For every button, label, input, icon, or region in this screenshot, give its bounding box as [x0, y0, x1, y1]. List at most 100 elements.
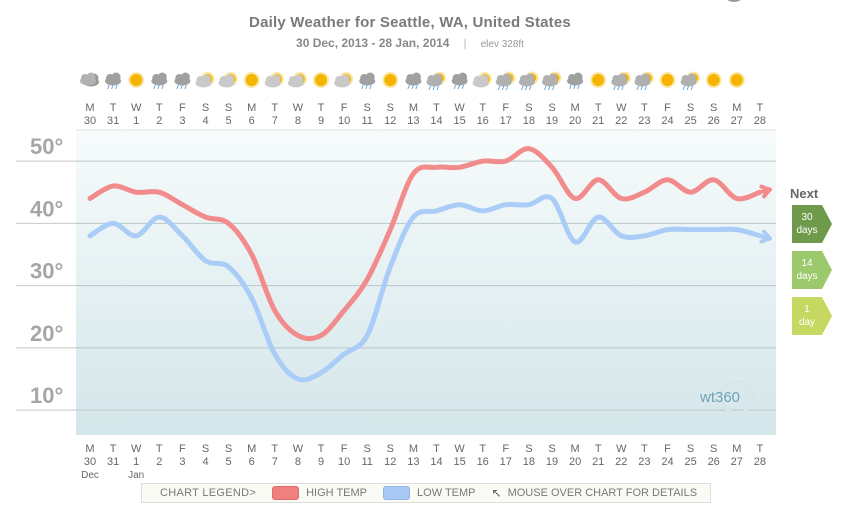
- next-14-days-button[interactable]: 14 days: [792, 251, 832, 289]
- button-unit: days: [796, 271, 818, 282]
- day-label: 9: [318, 115, 324, 127]
- day-label: 30: [84, 115, 96, 127]
- day-label: 23: [638, 456, 650, 468]
- weekday-label: M: [247, 102, 256, 114]
- rain-drop: [577, 84, 580, 90]
- rain-drop: [501, 85, 505, 91]
- day-label: 28: [754, 456, 766, 468]
- button-unit: day: [798, 317, 816, 328]
- cloud-puff: [111, 72, 121, 82]
- weekday-label: S: [710, 102, 717, 114]
- rain-drop: [552, 85, 555, 91]
- rain-drop: [617, 85, 620, 91]
- next-30-days-button[interactable]: 30 days: [792, 205, 832, 243]
- weekday-label: T: [271, 443, 278, 455]
- cloud-puff: [458, 72, 468, 82]
- day-label: 18: [523, 115, 535, 127]
- weekday-label: S: [225, 443, 232, 455]
- weekday-label: S: [525, 443, 532, 455]
- weekday-label: W: [131, 443, 142, 455]
- weekday-label: S: [364, 102, 371, 114]
- day-label: 8: [295, 115, 301, 127]
- day-label: 30: [84, 456, 96, 468]
- day-label: 1: [133, 115, 139, 127]
- icon-strip-background: [76, 66, 776, 130]
- rain-drop: [621, 85, 624, 91]
- showers-icon: [174, 72, 191, 90]
- rain-drop: [640, 85, 643, 91]
- high-temp-arrow-head: [759, 184, 772, 199]
- day-label: 25: [684, 115, 696, 127]
- day-label: 2: [156, 115, 162, 127]
- sun-showers-icon: [611, 71, 631, 91]
- rain-drop: [613, 85, 616, 91]
- sun-showers-icon: [542, 71, 562, 91]
- weekday-label: T: [433, 443, 440, 455]
- partly-sunny-icon: [264, 72, 284, 88]
- low-temp-line[interactable]: [87, 194, 763, 383]
- weekday-label: S: [202, 102, 209, 114]
- button-number: 1: [804, 304, 810, 315]
- cloud-puff: [86, 72, 96, 82]
- legend-hint: MOUSE OVER CHART FOR DETAILS: [507, 487, 698, 499]
- sun-disc: [730, 74, 743, 86]
- rain-drop: [176, 84, 179, 90]
- rain-drop: [157, 84, 160, 90]
- rain-drop: [524, 85, 528, 91]
- day-label: 19: [546, 115, 558, 127]
- watermark-text: wt360: [699, 389, 740, 406]
- sun-showers-icon: [495, 71, 516, 91]
- partly-sunny-icon: [218, 72, 238, 88]
- cloud-puff: [294, 74, 304, 84]
- day-label: 14: [430, 115, 442, 127]
- sunny-icon: [705, 72, 722, 88]
- rain-drop: [361, 84, 364, 90]
- rain-drop: [365, 84, 368, 90]
- weekday-label: F: [179, 102, 186, 114]
- weekday-label: T: [757, 102, 764, 114]
- weekday-label: T: [595, 443, 602, 455]
- day-label: 17: [500, 456, 512, 468]
- series-lines: [87, 146, 772, 383]
- day-label: 20: [569, 456, 581, 468]
- rain-drop: [573, 84, 576, 90]
- rain-drop: [461, 84, 465, 90]
- weekday-label: W: [616, 443, 627, 455]
- high-temp-line[interactable]: [87, 146, 763, 342]
- weekday-label: S: [687, 443, 694, 455]
- day-label: 5: [226, 456, 232, 468]
- cloudy-icon: [80, 72, 99, 87]
- rain-drop: [636, 85, 639, 91]
- weekday-label: M: [571, 102, 580, 114]
- corner-decoration: [721, 0, 747, 2]
- rain-drop: [436, 85, 439, 91]
- sun-disc: [315, 74, 327, 86]
- rain-drop: [184, 84, 187, 90]
- sunny-icon: [313, 72, 329, 88]
- day-label: 6: [249, 115, 255, 127]
- month-label: Dec: [81, 470, 99, 481]
- rain-drop: [161, 84, 164, 90]
- partly-sunny-icon: [195, 72, 215, 88]
- weekday-label: M: [85, 102, 94, 114]
- sun-showers-icon: [518, 71, 539, 91]
- sun-disc: [245, 74, 258, 86]
- weekday-label: T: [318, 443, 325, 455]
- day-label: 8: [295, 456, 301, 468]
- weekday-label: S: [687, 102, 694, 114]
- legend-high-label: HIGH TEMP: [306, 487, 368, 499]
- day-label: 27: [731, 115, 743, 127]
- rain-drop: [415, 84, 418, 90]
- sun-disc: [130, 74, 143, 86]
- y-axis: 50° 40° 30° 20° 10°: [16, 134, 76, 411]
- rain-drop: [548, 85, 551, 91]
- weekday-label: W: [616, 102, 627, 114]
- day-label: 1: [133, 456, 139, 468]
- weekday-label: M: [732, 102, 741, 114]
- weekday-label: F: [502, 102, 509, 114]
- next-1-day-button[interactable]: 1 day: [792, 297, 832, 335]
- cloud-puff: [340, 74, 350, 84]
- sun-showers-icon: [680, 71, 701, 91]
- cloud-puff: [525, 73, 535, 83]
